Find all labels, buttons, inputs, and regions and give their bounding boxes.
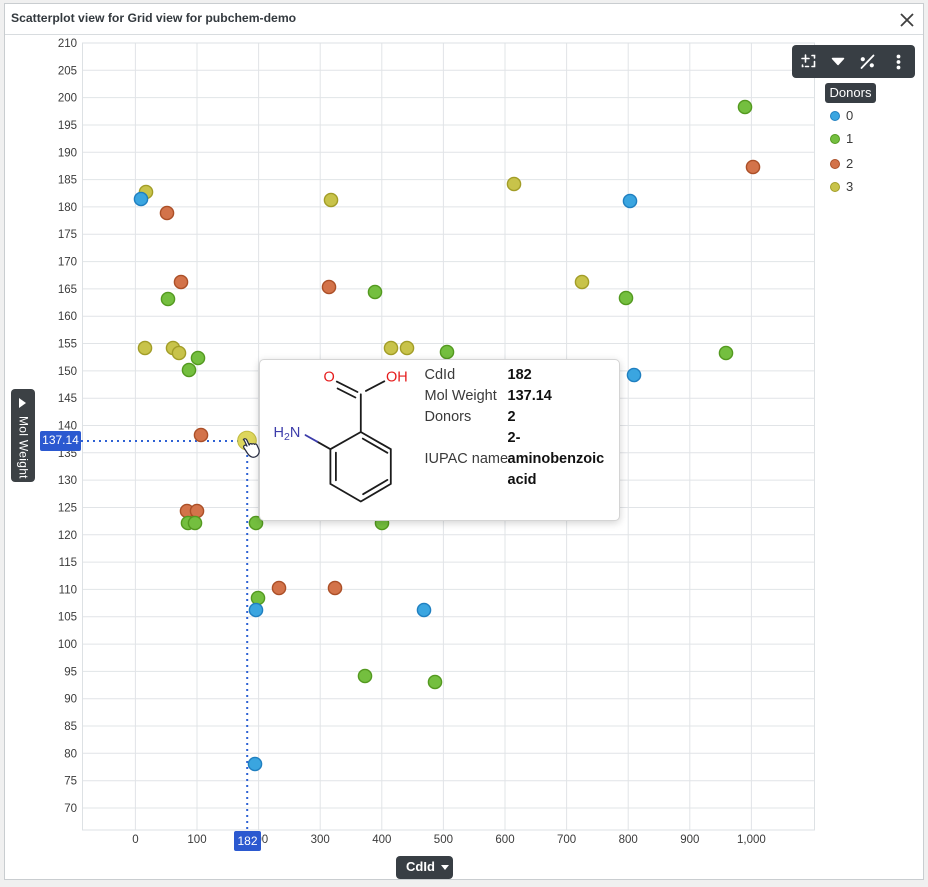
svg-text:105: 105 <box>58 612 77 624</box>
svg-text:190: 190 <box>58 147 77 159</box>
svg-text:800: 800 <box>619 834 638 846</box>
svg-text:135: 135 <box>58 448 77 460</box>
svg-text:85: 85 <box>64 721 77 733</box>
svg-text:155: 155 <box>58 339 77 351</box>
svg-text:180: 180 <box>58 202 77 214</box>
svg-text:500: 500 <box>434 834 453 846</box>
svg-text:110: 110 <box>59 584 77 596</box>
svg-text:80: 80 <box>64 748 77 760</box>
svg-text:195: 195 <box>58 120 77 132</box>
svg-text:120: 120 <box>58 530 77 542</box>
svg-text:170: 170 <box>58 257 77 269</box>
svg-text:1,000: 1,000 <box>737 834 766 846</box>
svg-text:0: 0 <box>132 834 138 846</box>
svg-text:205: 205 <box>58 65 77 77</box>
svg-text:95: 95 <box>64 666 77 678</box>
svg-text:145: 145 <box>58 393 77 405</box>
svg-text:O: O <box>323 370 334 386</box>
svg-text:115: 115 <box>59 557 77 569</box>
svg-text:600: 600 <box>495 834 514 846</box>
svg-text:OH: OH <box>386 370 408 386</box>
svg-text:75: 75 <box>64 776 77 788</box>
svg-text:90: 90 <box>64 694 77 706</box>
svg-text:210: 210 <box>58 38 77 50</box>
svg-text:175: 175 <box>58 229 77 241</box>
svg-text:140: 140 <box>58 421 77 433</box>
svg-text:900: 900 <box>680 834 699 846</box>
svg-text:150: 150 <box>58 366 77 378</box>
svg-text:700: 700 <box>557 834 576 846</box>
svg-text:130: 130 <box>58 475 77 487</box>
svg-text:160: 160 <box>58 311 77 323</box>
svg-text:70: 70 <box>64 803 77 815</box>
svg-text:125: 125 <box>58 503 77 515</box>
svg-text:185: 185 <box>58 175 77 187</box>
svg-text:300: 300 <box>311 834 330 846</box>
svg-text:165: 165 <box>58 284 77 296</box>
svg-text:100: 100 <box>187 834 206 846</box>
svg-text:400: 400 <box>372 834 391 846</box>
svg-text:200: 200 <box>58 93 77 105</box>
svg-text:100: 100 <box>58 639 77 651</box>
svg-text:H2N: H2N <box>273 425 300 443</box>
